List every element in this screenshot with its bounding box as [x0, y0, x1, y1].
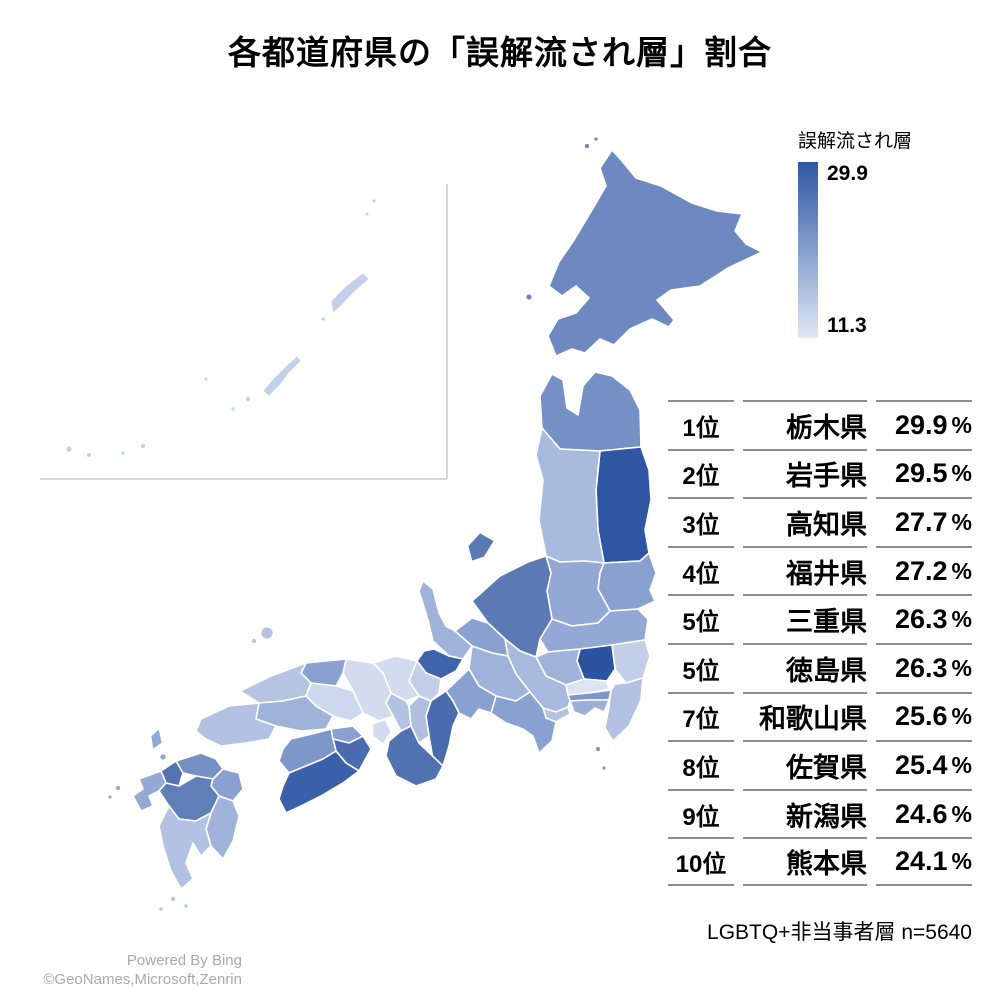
- page-title: 各都道府県の「誤解流され層」割合: [228, 34, 772, 71]
- prefecture-kanagawa: [569, 699, 610, 717]
- hokkaido-islands: [525, 136, 599, 301]
- prefecture-cell: 福井県: [743, 545, 867, 595]
- legend-max-value: 29.9: [827, 162, 868, 185]
- sado-island: [467, 532, 495, 562]
- prefecture-cell: 和歌山県: [743, 691, 867, 741]
- prefecture-kochi: [278, 750, 360, 814]
- prefecture-cell: 高知県: [743, 497, 867, 546]
- value-cell: 26.3%: [876, 642, 972, 692]
- prefecture-ishikawa: [418, 580, 473, 660]
- legend-min-value: 11.3: [827, 314, 867, 337]
- oki-islands: [251, 626, 274, 644]
- prefecture-wakayama: [385, 725, 444, 787]
- prefecture-cell: 徳島県: [743, 642, 867, 692]
- prefecture-kagoshima: [158, 805, 212, 890]
- value-cell: 29.5%: [876, 448, 972, 498]
- value-cell: 29.9%: [876, 400, 972, 449]
- prefecture-chiba: [604, 677, 644, 742]
- attribution-line-sources: ©GeoNames,Microsoft,Zenrin: [43, 971, 242, 988]
- rank-cell: 1位: [668, 400, 734, 449]
- rank-cell: 5位: [668, 642, 734, 692]
- prefecture-cell: 三重県: [743, 594, 867, 643]
- rank-cell: 2位: [668, 448, 734, 498]
- prefecture-yamaguchi: [195, 702, 277, 747]
- prefecture-nagasaki: [132, 770, 167, 812]
- value-cell: 24.1%: [876, 837, 972, 886]
- sample-footnote: LGBTQ+非当事者層 n=5640: [707, 921, 972, 944]
- rank-cell: 5位: [668, 594, 734, 643]
- attribution-line-bing: Powered By Bing: [126, 952, 242, 969]
- map-attribution: Powered By Bing ©GeoNames,Microsoft,Zenr…: [20, 951, 242, 989]
- prefecture-cell: 栃木県: [743, 400, 867, 449]
- value-cell: 27.2%: [876, 545, 972, 595]
- prefecture-fukushima: [539, 608, 649, 653]
- rank-cell: 9位: [668, 788, 734, 838]
- rank-cell: 7位: [668, 691, 734, 741]
- value-cell: 26.3%: [876, 594, 972, 643]
- awaji-island: [372, 719, 392, 745]
- value-cell: 27.7%: [876, 497, 972, 546]
- ranking-table: 1位 栃木県 29.9% 2位 岩手県 29.5% 3位 高知県 27.7% 4…: [668, 400, 972, 886]
- okinawa-inset-islands: [65, 198, 377, 458]
- inset-border: [40, 184, 448, 480]
- value-cell: 25.6%: [876, 691, 972, 741]
- rank-cell: 8位: [668, 740, 734, 789]
- legend-title: 誤解流され層: [798, 131, 913, 152]
- rank-cell: 10位: [668, 837, 734, 886]
- value-cell: 24.6%: [876, 788, 972, 838]
- prefecture-aomori: [539, 371, 642, 452]
- tsushima-iki-goto-islands: [107, 728, 167, 800]
- rank-cell: 4位: [668, 545, 734, 595]
- prefecture-cell: 佐賀県: [743, 740, 867, 789]
- prefecture-iwate: [595, 446, 652, 564]
- prefecture-shizuoka: [490, 691, 557, 754]
- value-cell: 25.4%: [876, 740, 972, 789]
- rank-cell: 3位: [668, 497, 734, 546]
- prefecture-hokkaido: [547, 149, 763, 357]
- prefecture-cell: 熊本県: [743, 837, 867, 886]
- izu-islands: [595, 746, 607, 771]
- prefecture-hyogo: [342, 658, 394, 722]
- southern-kyushu-islands: [158, 896, 189, 912]
- prefecture-cell: 新潟県: [743, 788, 867, 838]
- legend: 誤解流され層 29.9 11.3: [798, 126, 912, 338]
- prefecture-cell: 岩手県: [743, 448, 867, 498]
- legend-gradient-bar: [798, 162, 818, 338]
- prefecture-ibaraki: [611, 639, 651, 684]
